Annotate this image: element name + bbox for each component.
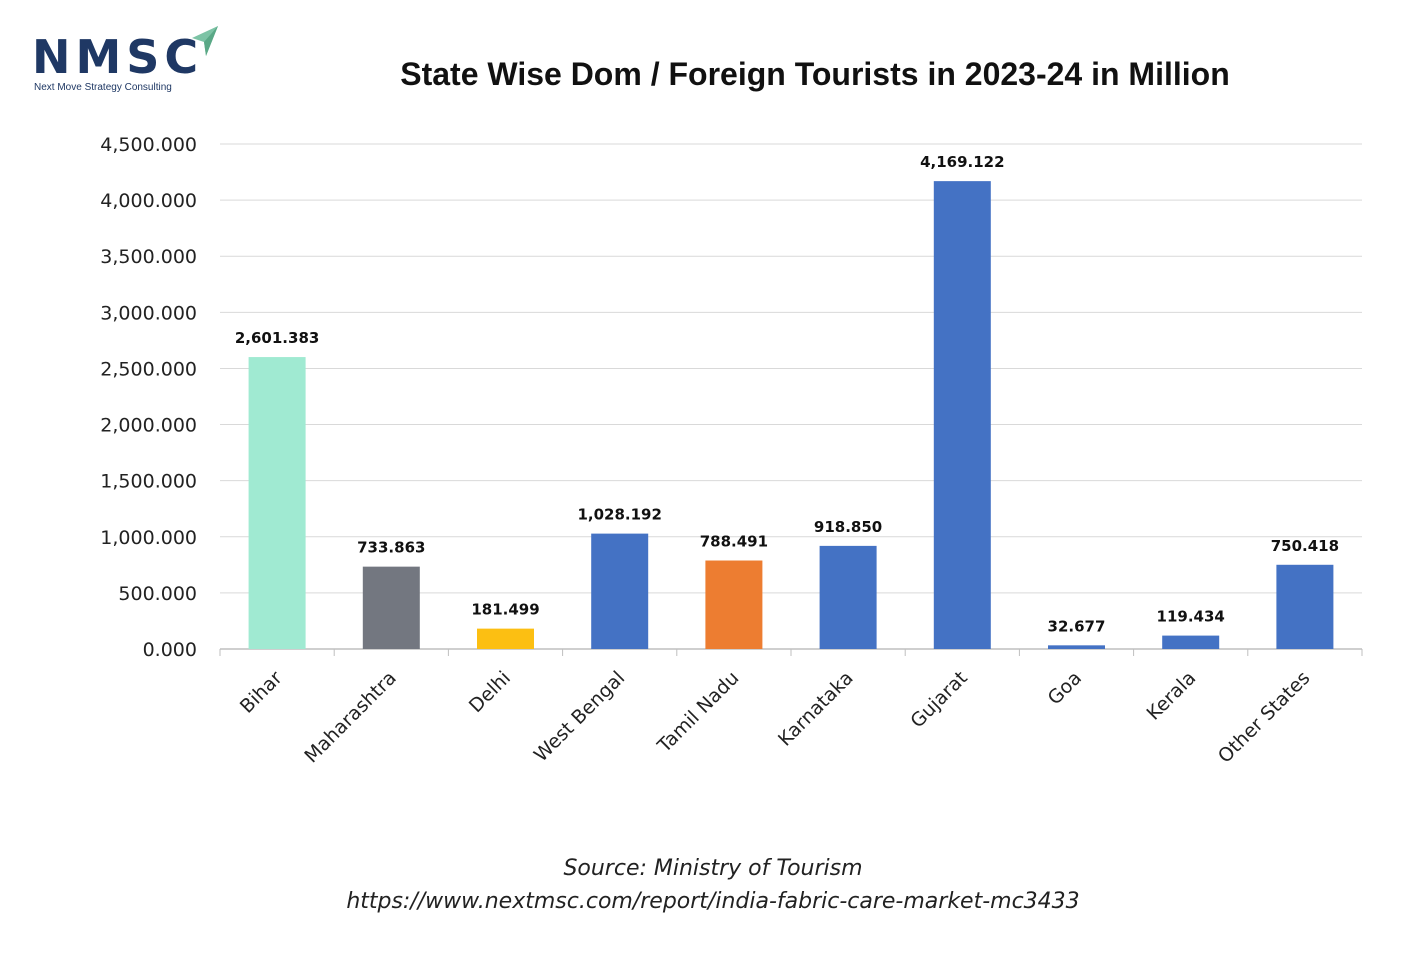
- x-tick-label: Delhi: [465, 667, 515, 717]
- logo-tagline: Next Move Strategy Consulting: [34, 82, 172, 93]
- y-tick-label: 1,000.000: [100, 527, 197, 549]
- bar: [362, 566, 420, 649]
- y-tick-label: 4,500.000: [100, 134, 197, 156]
- bars: [248, 181, 1334, 649]
- y-tick-label: 500.000: [118, 583, 197, 605]
- logo-arrow-icon: [192, 26, 218, 56]
- x-tick-label: West Bengal: [530, 667, 629, 766]
- data-labels: 2,601.383 733.863 181.499 1,028.192 788.491 9…: [235, 153, 1339, 635]
- bar: [477, 628, 534, 649]
- y-tick-label: 2,000.000: [100, 415, 197, 437]
- x-tick-label: Karnataka: [774, 667, 858, 751]
- data-label: 32.677: [1048, 617, 1106, 635]
- y-tick-label: 1,500.000: [100, 471, 197, 493]
- x-tick-label: Gujarat: [906, 667, 971, 732]
- data-label: 918.850: [814, 518, 882, 536]
- bar: [705, 560, 763, 649]
- bar: [819, 545, 877, 649]
- y-tick-label: 4,000.000: [100, 190, 197, 212]
- chart-title: State Wise Dom / Foreign Tourists in 202…: [400, 56, 1230, 92]
- x-tick-label: Maharashtra: [300, 667, 400, 767]
- bar: [933, 181, 991, 649]
- x-tick-label: Other States: [1214, 667, 1315, 768]
- x-tick-label: Bihar: [236, 667, 287, 718]
- bar: [248, 357, 306, 649]
- source-caption: Source: Ministry of Tourism: [563, 856, 863, 881]
- data-label: 181.499: [471, 601, 539, 619]
- y-tick-label: 2,500.000: [100, 358, 197, 380]
- y-tick-label: 3,000.000: [100, 302, 197, 324]
- x-tick-label: Kerala: [1143, 667, 1201, 725]
- logo: NMSC Next Move Strategy Consulting: [30, 22, 230, 102]
- source-url[interactable]: https://www.nextmsc.com/report/india-fab…: [346, 889, 1080, 914]
- bar: [1276, 564, 1334, 649]
- data-label: 2,601.383: [235, 329, 319, 347]
- bar: [1162, 635, 1220, 649]
- x-axis-ticks: Bihar Maharashtra Delhi West Bengal Tamil Na…: [236, 667, 1315, 768]
- data-label: 733.863: [357, 539, 425, 557]
- data-label: 4,169.122: [920, 153, 1004, 171]
- logo-wordmark: NMSC: [32, 30, 204, 84]
- data-label: 750.418: [1271, 537, 1339, 555]
- data-label: 1,028.192: [577, 506, 661, 524]
- bar-chart: 0.000 500.000 1,000.000 1,500.000 2,000.000 2…: [100, 134, 1363, 768]
- data-label: 119.434: [1157, 608, 1225, 626]
- bar: [591, 533, 649, 649]
- y-tick-label: 0.000: [143, 639, 197, 661]
- bar: [1048, 645, 1105, 649]
- y-axis-ticks: 0.000 500.000 1,000.000 1,500.000 2,000.000 2…: [100, 134, 197, 661]
- gridlines: [219, 143, 1363, 656]
- x-tick-label: Goa: [1044, 667, 1086, 709]
- y-tick-label: 3,500.000: [100, 246, 197, 268]
- x-tick-label: Tamil Nadu: [653, 667, 744, 758]
- data-label: 788.491: [700, 533, 768, 551]
